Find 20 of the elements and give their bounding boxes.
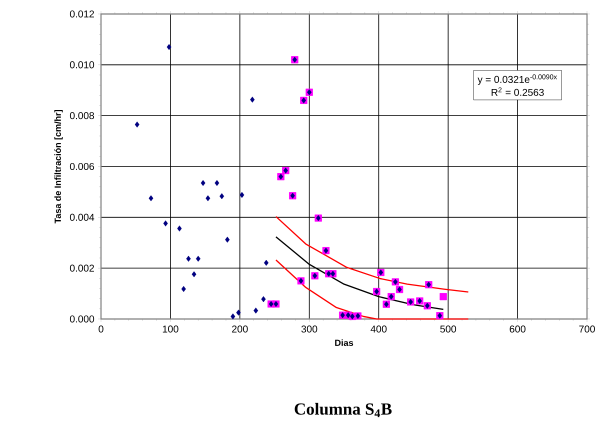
y-tick-label: 0.006 [70, 162, 94, 170]
x-tick-label: 100 [162, 326, 178, 333]
y-tick-label: 0.012 [70, 10, 94, 18]
y-axis-title: Tasa de Infiltración [cm/hr] [54, 110, 63, 224]
text: Columna S$_{4}$B [294, 402, 392, 418]
x-tick-label: 400 [370, 326, 387, 333]
y-tick-label: 0.002 [70, 264, 94, 272]
annotation: y = 0.0321e$^{-0.0090x}$ [478, 74, 557, 85]
y-tick-label: 0.010 [70, 61, 94, 68]
x-tick-label: 0 [98, 326, 104, 333]
x-tick-label: 700 [579, 326, 595, 333]
x-axis-title: Dias [335, 339, 354, 346]
x-tick-label: 500 [440, 326, 456, 333]
y-tick-label: 0.008 [70, 112, 94, 120]
annotation: R$^{2}$ = 0.2563 [492, 87, 544, 96]
x-tick-label: 200 [232, 326, 248, 333]
x-tick-label: 300 [301, 326, 318, 333]
x-tick-label: 600 [510, 326, 526, 333]
y-tick-label: 0.004 [70, 214, 94, 221]
y-tick-label: 0.000 [70, 315, 94, 323]
